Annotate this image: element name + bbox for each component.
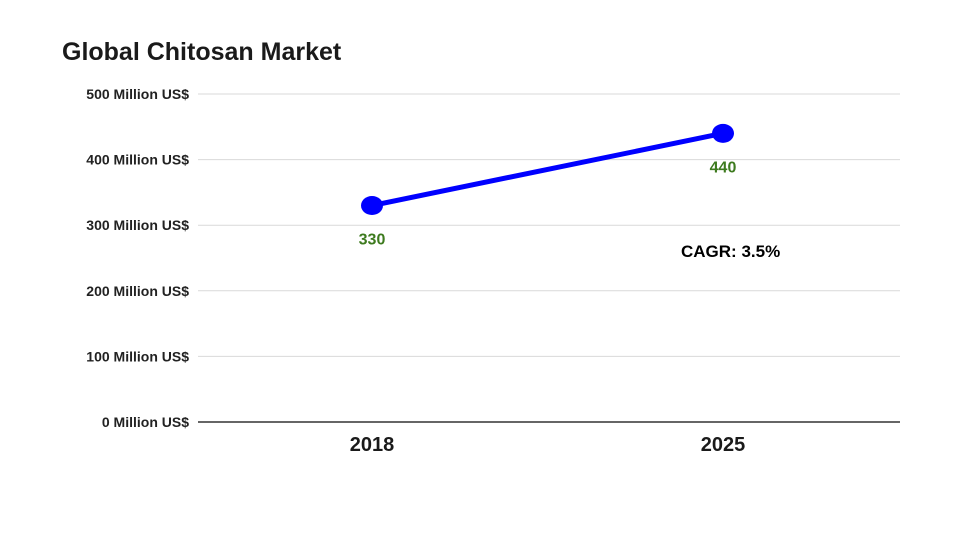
data-labels: 330 440 <box>359 159 737 248</box>
cagr-annotation: CAGR: 3.5% <box>681 242 781 261</box>
y-tick-label: 500 Million US$ <box>86 86 189 102</box>
data-label: 330 <box>359 232 386 249</box>
y-axis-ticks: 0 Million US$ 100 Million US$ 200 Million … <box>86 86 189 430</box>
y-tick-label: 200 Million US$ <box>86 283 189 299</box>
y-tick-label: 0 Million US$ <box>102 414 189 430</box>
x-tick-label: 2025 <box>701 434 746 456</box>
x-tick-label: 2018 <box>350 434 395 456</box>
series-line <box>369 130 726 209</box>
y-tick-label: 300 Million US$ <box>86 217 189 233</box>
gridlines <box>198 93 900 357</box>
x-axis-ticks: 2018 2025 <box>350 434 746 456</box>
y-tick-label: 400 Million US$ <box>86 152 189 168</box>
chart-title: Global Chitosan Market <box>62 38 342 66</box>
series-group <box>361 123 734 216</box>
y-tick-label: 100 Million US$ <box>86 348 189 364</box>
data-point <box>712 123 734 143</box>
data-point <box>361 196 383 216</box>
data-label: 440 <box>710 159 737 176</box>
